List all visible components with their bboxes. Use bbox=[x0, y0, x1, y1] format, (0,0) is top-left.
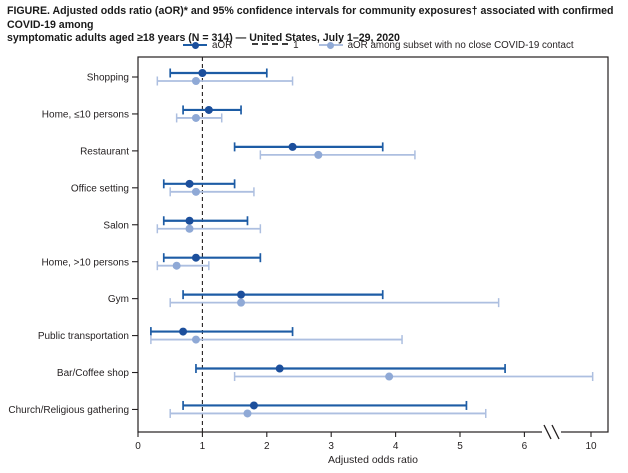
forest-row bbox=[169, 298, 500, 308]
series-subset bbox=[150, 76, 594, 418]
point-estimate bbox=[191, 253, 200, 262]
forest-row bbox=[156, 224, 262, 234]
figure-title: FIGURE. Adjusted odds ratio (aOR)* and 9… bbox=[7, 5, 623, 46]
figure-title-line2: symptomatic adults aged ≥18 years (N = 3… bbox=[7, 32, 400, 44]
forest-row bbox=[162, 179, 236, 189]
forest-row bbox=[156, 76, 294, 86]
forest-row bbox=[150, 327, 294, 337]
point-estimate bbox=[288, 142, 297, 151]
chart-legend: aOR 1 aOR among subset with no close COV… bbox=[183, 38, 574, 52]
x-tick-label: 6 bbox=[522, 441, 528, 452]
point-estimate bbox=[249, 401, 258, 410]
x-tick-label: 10 bbox=[585, 441, 597, 452]
category-label: Public transportation bbox=[38, 331, 129, 342]
point-estimate bbox=[385, 372, 394, 381]
forest-row bbox=[182, 400, 468, 410]
dashed-reference-line-icon bbox=[252, 43, 289, 54]
forest-row bbox=[162, 216, 249, 226]
category-label: Home, >10 persons bbox=[41, 257, 129, 268]
category-label: Bar/Coffee shop bbox=[57, 368, 130, 379]
forest-row bbox=[195, 364, 506, 374]
legend-label-reference: 1 bbox=[293, 39, 299, 51]
category-axis: Shopping Home, ≤10 persons Restaurant Offic… bbox=[8, 73, 138, 416]
forest-row bbox=[175, 113, 223, 123]
axis-break-gap bbox=[542, 425, 561, 439]
x-tick-label: 3 bbox=[328, 441, 334, 452]
forest-row bbox=[169, 68, 268, 78]
series-aor bbox=[150, 68, 506, 410]
plot-border bbox=[137, 56, 609, 433]
point-estimate bbox=[237, 290, 246, 299]
point-estimate bbox=[191, 113, 200, 122]
forest-row bbox=[233, 372, 594, 382]
axis-break-mark bbox=[551, 424, 560, 440]
legend-label-subset: aOR among subset with no close COVID-19 … bbox=[347, 39, 574, 51]
category-label: Office setting bbox=[71, 183, 129, 194]
forest-row bbox=[169, 408, 487, 418]
legend-item-aor: aOR bbox=[183, 40, 232, 51]
category-label: Salon bbox=[103, 220, 129, 231]
point-estimate bbox=[185, 179, 194, 188]
legend-item-subset: aOR among subset with no close COVID-19 … bbox=[318, 39, 574, 51]
forest-row bbox=[233, 142, 384, 152]
forest-row bbox=[162, 253, 262, 263]
x-tick-label: 4 bbox=[393, 441, 399, 452]
point-estimate bbox=[191, 335, 200, 344]
x-tick-label: 2 bbox=[264, 441, 270, 452]
aor-line-marker-icon bbox=[183, 41, 207, 50]
point-estimate bbox=[198, 69, 207, 77]
forest-row bbox=[259, 150, 416, 160]
figure-title-line1: FIGURE. Adjusted odds ratio (aOR)* and 9… bbox=[7, 5, 614, 31]
legend-label-aor: aOR bbox=[212, 39, 233, 51]
forest-row bbox=[182, 290, 384, 300]
forest-row bbox=[156, 261, 210, 271]
category-label: Gym bbox=[108, 294, 129, 305]
point-estimate bbox=[172, 261, 181, 270]
forest-row bbox=[169, 187, 255, 197]
x-tick-label: 1 bbox=[200, 441, 206, 452]
axis-break-mark bbox=[543, 424, 552, 440]
category-label: Shopping bbox=[87, 73, 129, 84]
category-label: Restaurant bbox=[80, 146, 129, 157]
point-estimate bbox=[191, 77, 200, 85]
point-estimate bbox=[185, 224, 194, 233]
point-estimate bbox=[243, 409, 252, 418]
x-axis: 0 1 2 3 4 5 6 10 bbox=[135, 432, 597, 452]
point-estimate bbox=[275, 364, 284, 373]
legend-item-reference: 1 bbox=[252, 36, 299, 54]
x-tick-label: 0 bbox=[135, 441, 141, 452]
point-estimate bbox=[191, 187, 200, 196]
point-estimate bbox=[314, 150, 323, 159]
x-axis-title: Adjusted odds ratio bbox=[328, 454, 418, 466]
forest-row bbox=[182, 105, 242, 115]
point-estimate bbox=[237, 298, 246, 307]
x-tick-label: 5 bbox=[457, 441, 463, 452]
subset-line-marker-icon bbox=[318, 41, 343, 50]
point-estimate bbox=[185, 216, 194, 225]
category-label: Church/Religious gathering bbox=[8, 405, 129, 416]
category-label: Home, ≤10 persons bbox=[42, 110, 129, 121]
point-estimate bbox=[204, 105, 213, 114]
forest-row bbox=[150, 335, 403, 345]
point-estimate bbox=[179, 327, 188, 336]
